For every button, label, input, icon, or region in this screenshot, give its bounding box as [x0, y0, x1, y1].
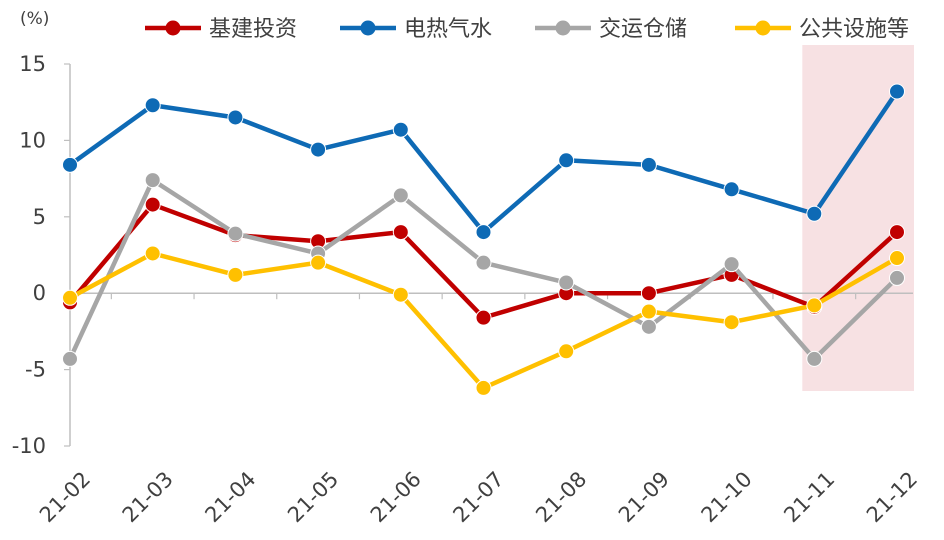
- y-tick-label: -10: [12, 434, 46, 458]
- data-point: [889, 269, 905, 286]
- data-point: [227, 266, 244, 283]
- x-tick-label: 21-10: [697, 467, 757, 527]
- data-point: [475, 224, 492, 241]
- data-point: [144, 196, 161, 213]
- data-point: [558, 152, 575, 169]
- legend-swatch-marker: [360, 20, 376, 36]
- legend-item: 电热气水: [340, 17, 492, 42]
- y-tick-label: 0: [33, 281, 46, 305]
- x-tick-label: 21-04: [200, 467, 260, 527]
- legend-swatch-marker: [555, 20, 571, 36]
- legend-item: 交运仓储: [535, 17, 687, 42]
- data-point: [144, 97, 161, 114]
- data-point: [62, 289, 78, 306]
- data-point: [806, 205, 823, 222]
- y-tick-label: 15: [19, 52, 46, 76]
- data-point: [62, 350, 78, 367]
- data-point: [227, 109, 244, 126]
- legend-item: 基建投资: [145, 17, 297, 42]
- legend-swatch-marker: [165, 20, 181, 36]
- data-point: [806, 350, 823, 367]
- data-point: [392, 187, 409, 204]
- axis-layer: 15 10 5 0 -5 -10 21-02 21-03 21-04 21-05 21-06 21-0…: [12, 52, 922, 527]
- data-point: [392, 224, 409, 241]
- legend-label: 基建投资: [209, 17, 297, 42]
- data-point: [889, 83, 905, 100]
- legend-label: 交运仓储: [599, 17, 687, 42]
- series: [62, 83, 905, 241]
- data-point: [806, 297, 823, 314]
- data-point: [475, 254, 492, 271]
- data-point: [310, 254, 327, 271]
- y-unit-label: (%): [20, 9, 49, 29]
- data-point: [889, 224, 905, 241]
- data-point: [144, 245, 161, 262]
- data-point: [889, 250, 905, 267]
- data-point: [640, 156, 657, 173]
- data-point: [144, 172, 161, 189]
- data-point: [640, 318, 657, 335]
- data-point: [640, 303, 657, 320]
- x-tick-label: 21-07: [448, 467, 508, 527]
- x-tick-label: 21-05: [283, 467, 343, 527]
- x-tick-label: 21-12: [862, 467, 922, 527]
- x-tick-label: 21-09: [614, 467, 674, 527]
- x-tick-label: 21-06: [366, 467, 426, 527]
- x-tick-label: 21-02: [35, 467, 95, 527]
- x-tick-label: 21-03: [118, 467, 178, 527]
- data-point: [558, 343, 575, 360]
- data-point: [475, 379, 492, 396]
- x-tick-label: 21-11: [779, 467, 839, 527]
- data-point: [723, 181, 740, 198]
- data-point: [723, 314, 740, 331]
- legend-item: 公共设施等: [735, 17, 909, 42]
- data-point: [558, 274, 575, 291]
- data-point: [310, 141, 327, 158]
- series: [62, 172, 905, 367]
- data-point: [62, 156, 78, 173]
- legend: 基建投资 电热气水 交运仓储 公共设施等: [145, 17, 909, 42]
- series: [62, 245, 905, 396]
- data-point: [723, 256, 740, 273]
- y-tick-label: 10: [19, 128, 46, 152]
- legend-label: 电热气水: [404, 17, 492, 42]
- legend-swatch-marker: [755, 20, 771, 36]
- series-layer: [62, 83, 905, 396]
- data-point: [227, 225, 244, 242]
- y-tick-label: -5: [25, 358, 46, 382]
- y-tick-label: 5: [33, 205, 46, 229]
- data-point: [392, 286, 409, 303]
- legend-label: 公共设施等: [799, 17, 909, 42]
- x-tick-label: 21-08: [531, 467, 591, 527]
- data-point: [475, 309, 492, 326]
- data-point: [640, 285, 657, 302]
- data-point: [392, 121, 409, 138]
- series-line: [67, 89, 900, 235]
